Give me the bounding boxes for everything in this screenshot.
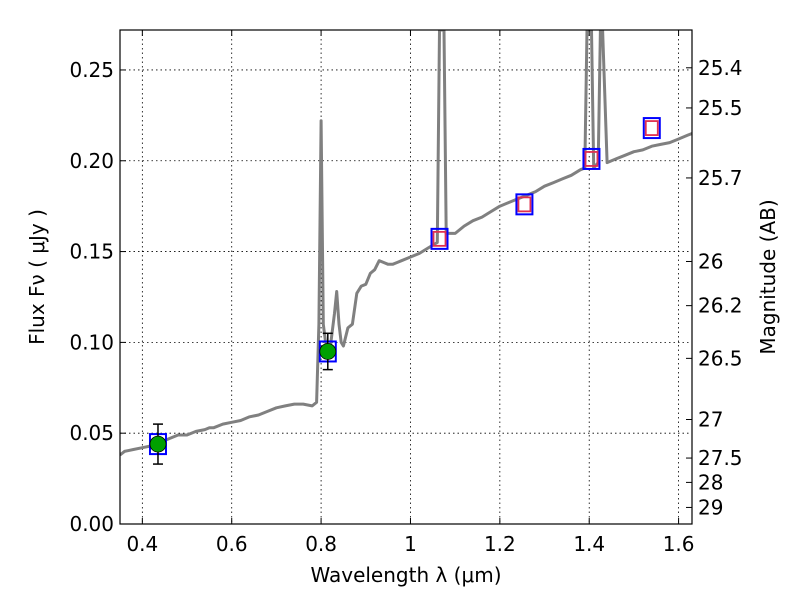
y-tick-label: 0.00 (69, 512, 114, 536)
axis-ticks: 0.4 0.6 0.8 1 1.2 1.4 1.6 0.00 0.05 0.10 0.15 0.20 0… (69, 30, 743, 556)
photometry-point (148, 423, 167, 465)
right-tick-label: 26.2 (698, 294, 743, 318)
y-tick-label: 0.15 (69, 240, 114, 264)
predicted-box (517, 196, 532, 213)
right-tick-label: 25.4 (698, 56, 743, 80)
spectrum-line (120, 30, 692, 457)
y-tick-label: 0.10 (69, 330, 114, 354)
model-box (515, 193, 534, 216)
right-tick-label: 29 (698, 495, 723, 519)
measured-point (319, 343, 337, 360)
photometry-point (318, 332, 337, 371)
right-tick-label: 28 (698, 470, 723, 494)
x-tick-label: 1.2 (484, 532, 516, 556)
y-tick-label: 0.05 (69, 421, 114, 445)
model-box (430, 227, 449, 250)
photometry-point (430, 227, 449, 250)
right-tick-label: 27.5 (698, 446, 743, 470)
x-axis-label: Wavelength λ (μm) (310, 563, 501, 587)
photometry-point (515, 193, 534, 216)
right-tick-label: 27 (698, 407, 723, 431)
photometry-point (582, 147, 601, 170)
x-tick-label: 0.6 (216, 532, 248, 556)
y-axis-label: Flux Fν ( μJy ) (25, 209, 49, 345)
predicted-box (644, 120, 659, 136)
measured-point (149, 435, 167, 453)
predicted-box (584, 151, 599, 167)
grid (120, 30, 692, 524)
x-tick-label: 0.8 (305, 532, 337, 556)
right-tick-label: 26 (698, 249, 723, 273)
spectrum-layer (120, 30, 692, 457)
x-tick-label: 0.4 (126, 532, 158, 556)
x-tick-label: 1 (404, 532, 417, 556)
plot-frame (119, 29, 693, 525)
model-box (582, 147, 601, 170)
predicted-box (432, 230, 447, 247)
right-tick-label: 26.5 (698, 346, 743, 370)
y-tick-label: 0.20 (69, 149, 114, 173)
right-tick-label: 25.5 (698, 96, 743, 120)
right-axis-label: Magnitude (AB) (756, 199, 780, 354)
x-tick-label: 1.4 (573, 532, 605, 556)
right-tick-label: 25.7 (698, 166, 743, 190)
photometry-points (148, 117, 661, 465)
y-tick-label: 0.25 (69, 58, 114, 82)
x-tick-label: 1.6 (663, 532, 695, 556)
model-box (642, 117, 661, 140)
photometry-point (642, 117, 661, 140)
